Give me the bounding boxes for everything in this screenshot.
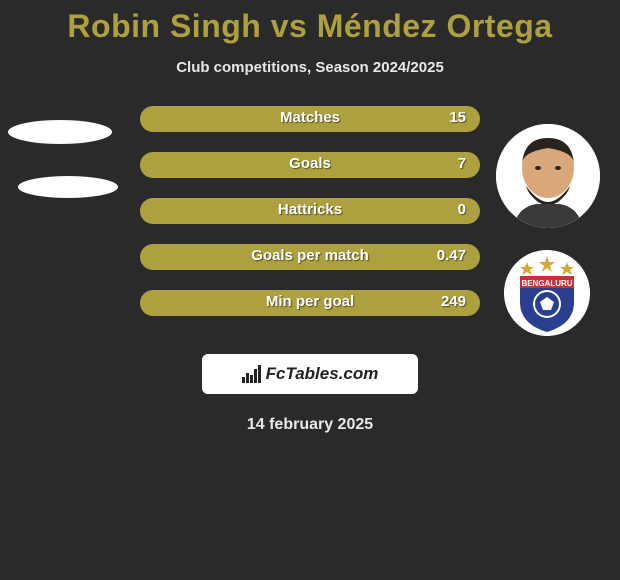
bars-icon <box>242 365 262 383</box>
stat-label: Goals per match <box>251 247 369 264</box>
brand-text: FcTables.com <box>266 364 379 384</box>
stat-row-matches: Matches 15 <box>140 106 480 132</box>
stats-area: Matches 15 Goals 7 Hattricks 0 Goals per… <box>0 106 620 336</box>
page-title: Robin Singh vs Méndez Ortega <box>0 0 620 45</box>
stat-row-goals-per-match: Goals per match 0.47 <box>140 244 480 270</box>
stat-value-right: 15 <box>449 109 466 126</box>
stat-value-right: 0.47 <box>437 247 466 264</box>
stat-value-right: 0 <box>458 201 466 218</box>
date-line: 14 february 2025 <box>0 416 620 434</box>
brand-box: FcTables.com <box>202 354 418 394</box>
stat-label: Hattricks <box>278 201 342 218</box>
stat-label: Min per goal <box>266 293 354 310</box>
stat-value-right: 7 <box>458 155 466 172</box>
stat-label: Matches <box>280 109 340 126</box>
stat-row-hattricks: Hattricks 0 <box>140 198 480 224</box>
stat-row-goals: Goals 7 <box>140 152 480 178</box>
subtitle: Club competitions, Season 2024/2025 <box>0 59 620 76</box>
stat-label: Goals <box>289 155 331 172</box>
stat-value-right: 249 <box>441 293 466 310</box>
stat-row-min-per-goal: Min per goal 249 <box>140 290 480 316</box>
